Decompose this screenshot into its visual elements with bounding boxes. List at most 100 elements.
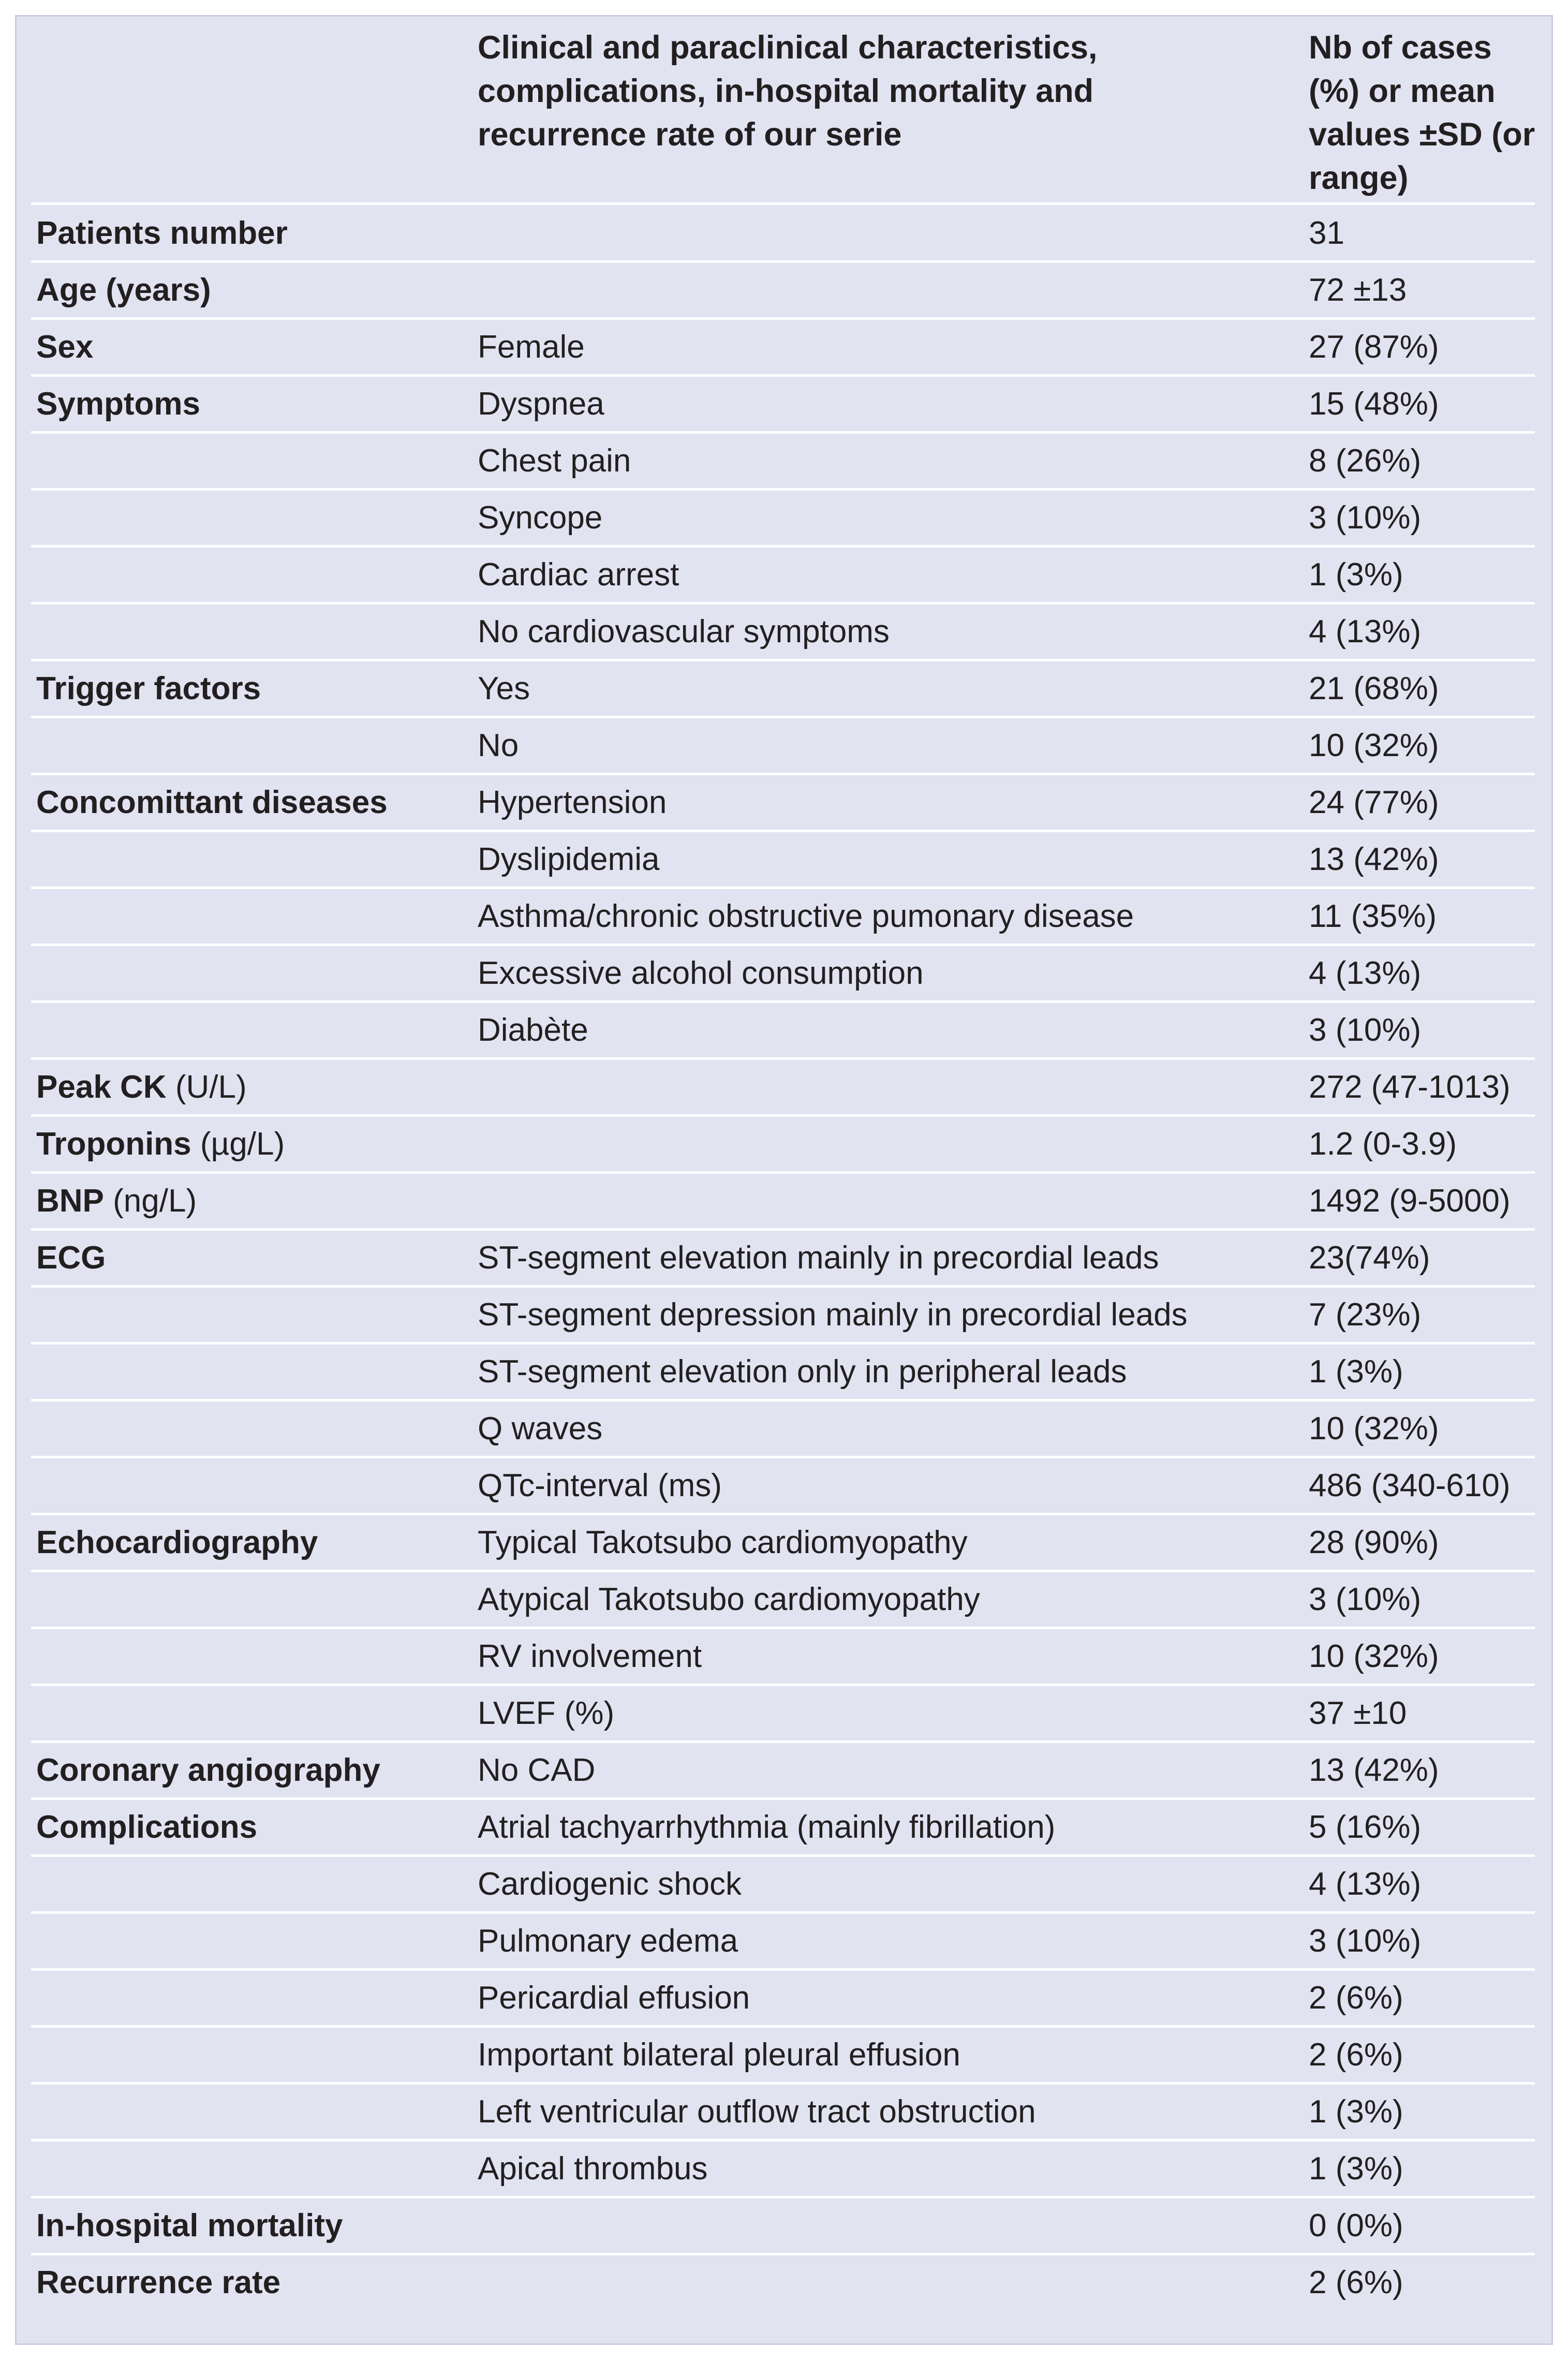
row-value: 2 (6%) [1309, 2265, 1403, 2300]
row-value: 1492 (9-5000) [1309, 1183, 1511, 1219]
row-value: 23(74%) [1309, 1240, 1430, 1276]
row-label: Troponins (µg/L) [36, 1116, 285, 1173]
row-separator [31, 602, 1535, 604]
row-value: 0 (0%) [1309, 2208, 1403, 2243]
label-text: Peak CK [36, 1069, 167, 1105]
row-value: 72 ±13 [1309, 272, 1407, 308]
row-item: Dyslipidemia [478, 842, 660, 877]
row-separator [31, 2196, 1535, 2198]
row-value: 2 (6%) [1309, 2037, 1403, 2073]
row-item: Pulmonary edema [478, 1923, 738, 1959]
row-separator [31, 1285, 1535, 1288]
row-separator [31, 1342, 1535, 1345]
row-value: 1 (3%) [1309, 557, 1403, 593]
row-item: Asthma/chronic obstructive pumonary dise… [478, 898, 1134, 934]
label-text: ECG [36, 1240, 106, 1276]
row-separator [31, 1684, 1535, 1686]
row-label: ECG [36, 1230, 106, 1287]
row-value: 4 (13%) [1309, 614, 1422, 649]
row-separator [31, 1000, 1535, 1003]
row-value: 11 (35%) [1309, 898, 1437, 934]
row-separator [31, 1627, 1535, 1629]
row-value: 3 (10%) [1309, 500, 1422, 536]
row-separator [31, 659, 1535, 661]
row-value: 31 [1309, 215, 1344, 251]
row-item: No [478, 728, 519, 763]
row-item: ST-segment elevation only in peripheral … [478, 1354, 1127, 1390]
row-value: 1.2 (0-3.9) [1309, 1126, 1457, 1162]
row-value: 4 (13%) [1309, 955, 1422, 991]
row-label: Sex [36, 319, 93, 376]
row-item: Syncope [478, 500, 603, 536]
row-separator [31, 1740, 1535, 1743]
row-separator [31, 2253, 1535, 2255]
label-text: Recurrence rate [36, 2265, 281, 2300]
row-label: Coronary angiography [36, 1742, 380, 1799]
row-separator [31, 1057, 1535, 1060]
row-separator [31, 2025, 1535, 2028]
row-value: 4 (13%) [1309, 1866, 1422, 1902]
label-text: Coronary angiography [36, 1752, 380, 1788]
row-label: Concomittant diseases [36, 774, 388, 831]
row-separator [31, 1797, 1535, 1800]
row-label: BNP (ng/L) [36, 1173, 197, 1230]
row-item: Cardiac arrest [478, 557, 679, 593]
label-text: Concomittant diseases [36, 785, 388, 820]
row-item: Apical thrombus [478, 2151, 708, 2187]
row-separator [31, 431, 1535, 434]
row-separator [31, 887, 1535, 889]
row-value: 5 (16%) [1309, 1809, 1422, 1845]
row-value: 272 (47-1013) [1309, 1069, 1511, 1105]
row-separator [31, 317, 1535, 320]
row-separator [31, 2139, 1535, 2142]
row-separator [31, 1513, 1535, 1515]
row-separator [31, 260, 1535, 263]
label-text: Trigger factors [36, 671, 261, 706]
row-label: Echocardiography [36, 1514, 318, 1571]
row-value: 1 (3%) [1309, 1354, 1403, 1390]
row-separator [31, 2082, 1535, 2085]
row-value: 3 (10%) [1309, 1923, 1422, 1959]
row-item: ST-segment elevation mainly in precordia… [478, 1240, 1159, 1276]
header-value: Nb of cases (%) or mean values ±SD (or r… [1309, 29, 1535, 196]
row-label: Age (years) [36, 262, 211, 319]
row-item: Hypertension [478, 785, 667, 820]
row-value: 24 (77%) [1309, 785, 1439, 820]
row-item: ST-segment depression mainly in precordi… [478, 1297, 1188, 1333]
row-label: Complications [36, 1799, 257, 1856]
label-text: Symptoms [36, 386, 200, 422]
row-item: Diabète [478, 1012, 588, 1048]
row-item: Chest pain [478, 443, 631, 479]
label-unit: (ng/L) [113, 1183, 197, 1219]
row-label: Peak CK (U/L) [36, 1059, 247, 1116]
row-item: Left ventricular outflow tract obstructi… [478, 2094, 1036, 2130]
row-separator [31, 1570, 1535, 1572]
row-label: Patients number [36, 205, 288, 262]
row-item: Dyspnea [478, 386, 604, 422]
row-value: 13 (42%) [1309, 1752, 1439, 1788]
row-value: 21 (68%) [1309, 671, 1439, 706]
row-item: Atrial tachyarrhythmia (mainly fibrillat… [478, 1809, 1056, 1845]
label-text: In-hospital mortality [36, 2208, 343, 2243]
row-value: 1 (3%) [1309, 2094, 1403, 2130]
row-separator [31, 943, 1535, 946]
row-label: Symptoms [36, 376, 200, 433]
header-characteristic: Clinical and paraclinical characteristic… [478, 29, 1098, 153]
row-separator [31, 830, 1535, 832]
label-text: Patients number [36, 215, 288, 251]
row-separator [31, 773, 1535, 775]
row-item: RV involvement [478, 1638, 702, 1674]
row-item: QTc-interval (ms) [478, 1468, 722, 1503]
row-label: In-hospital mortality [36, 2197, 343, 2254]
row-separator [31, 1399, 1535, 1401]
row-separator [31, 1456, 1535, 1458]
row-value: 3 (10%) [1309, 1012, 1422, 1048]
row-separator [31, 374, 1535, 377]
row-value: 486 (340-610) [1309, 1468, 1511, 1503]
row-item: No cardiovascular symptoms [478, 614, 890, 649]
row-value: 3 (10%) [1309, 1582, 1422, 1617]
row-label: Trigger factors [36, 660, 261, 717]
row-separator [31, 1114, 1535, 1117]
label-text: Troponins [36, 1126, 191, 1162]
row-value: 27 (87%) [1309, 329, 1439, 365]
